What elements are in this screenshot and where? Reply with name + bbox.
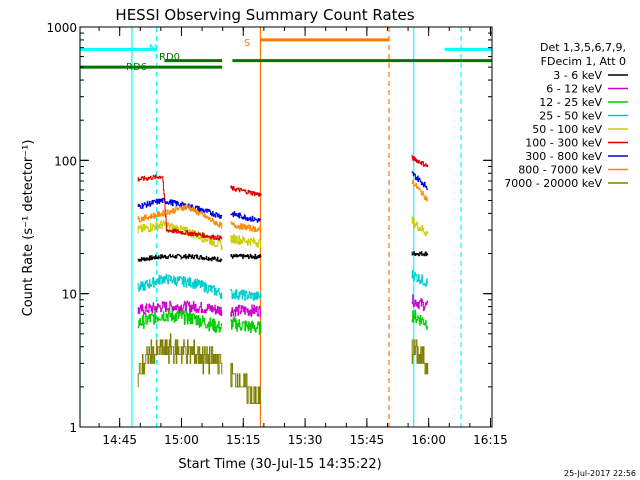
- legend-label-5: 100 - 300 keV: [525, 137, 602, 150]
- series-0-segment-2: [411, 251, 429, 257]
- x-tick-label: 16:15: [473, 433, 508, 447]
- x-tick-label: 15:30: [288, 433, 323, 447]
- series-7-segment-0: [137, 204, 223, 230]
- axis-layer: 1 10 100 1000 14:45 15:00 15:15 15:30 15:45 16:00…: [46, 21, 507, 447]
- legend-label-6: 300 - 800 keV: [525, 150, 602, 163]
- y-axis-label: Count Rate (s⁻¹ detector⁻¹): [21, 140, 36, 317]
- series-2-segment-1: [230, 317, 262, 336]
- series-2: [137, 308, 429, 336]
- series-3-segment-1: [230, 289, 262, 301]
- legend-header-1: FDecim 1, Att 0: [541, 55, 626, 68]
- series-8-segment-0: [137, 333, 223, 388]
- data-layer: [137, 154, 429, 404]
- series-1: [137, 294, 429, 317]
- series-8-segment-1: [230, 362, 262, 404]
- y-tick-label: 1: [69, 421, 77, 435]
- series-6-segment-1: [230, 211, 262, 223]
- series-0-segment-1: [230, 253, 262, 260]
- x-tick-label: 15:00: [164, 433, 199, 447]
- x-tick-label: 15:15: [226, 433, 261, 447]
- series-4: [137, 216, 429, 251]
- series-5: [137, 154, 429, 241]
- series-2-segment-2: [411, 309, 429, 330]
- series-6-segment-2: [411, 171, 429, 190]
- series-7: [137, 180, 429, 233]
- legend: Det 1,3,5,6,7,9,FDecim 1, Att 03 - 6 keV…: [504, 41, 628, 190]
- series-0-segment-0: [137, 253, 223, 263]
- legend-label-1: 6 - 12 keV: [546, 83, 602, 96]
- series-7-segment-2: [411, 180, 429, 202]
- series-1-segment-1: [230, 304, 262, 317]
- series-4-segment-0: [137, 220, 223, 251]
- legend-header-0: Det 1,3,5,6,7,9,: [540, 41, 626, 54]
- plot-frame: [79, 26, 493, 428]
- series-0: [137, 251, 429, 263]
- y-tick-label: 10: [62, 288, 77, 302]
- legend-label-2: 12 - 25 keV: [539, 96, 602, 109]
- annotation-layer: N S RD0 RD6: [79, 27, 492, 427]
- series-1-segment-2: [411, 294, 429, 312]
- x-axis-label: Start Time (30-Jul-15 14:35:22): [178, 457, 381, 472]
- series-3: [137, 270, 429, 301]
- series-3-segment-0: [137, 273, 223, 300]
- x-tick-label: 14:45: [102, 433, 137, 447]
- y-tick-label: 1000: [46, 21, 77, 35]
- legend-label-7: 800 - 7000 keV: [518, 164, 602, 177]
- series-1-segment-0: [137, 300, 223, 316]
- x-tick-label: 16:00: [411, 433, 446, 447]
- series-4-segment-1: [230, 234, 262, 248]
- series-8-segment-2: [411, 339, 429, 375]
- series-3-segment-2: [411, 270, 429, 287]
- state-label-rd6: RD6: [126, 62, 147, 73]
- x-tick-label: 15:45: [350, 433, 385, 447]
- state-label-rd0: RD0: [159, 52, 180, 63]
- legend-label-8: 7000 - 20000 keV: [504, 177, 602, 190]
- series-4-segment-2: [411, 216, 429, 237]
- state-label-n: N: [149, 43, 156, 54]
- series-7-segment-1: [230, 221, 262, 233]
- series-5-segment-2: [411, 154, 429, 168]
- chart-title: HESSI Observing Summary Count Rates: [115, 6, 414, 24]
- series-5-segment-0: [137, 174, 223, 241]
- series-8: [137, 333, 429, 404]
- y-tick-label: 100: [54, 154, 77, 168]
- legend-label-0: 3 - 6 keV: [553, 69, 602, 82]
- series-5-segment-1: [230, 185, 262, 197]
- timestamp: 25-Jul-2017 22:56: [564, 469, 636, 478]
- legend-label-3: 25 - 50 keV: [539, 110, 602, 123]
- series-2-segment-0: [137, 308, 223, 333]
- state-label-s: S: [244, 38, 250, 49]
- legend-label-4: 50 - 100 keV: [532, 123, 602, 136]
